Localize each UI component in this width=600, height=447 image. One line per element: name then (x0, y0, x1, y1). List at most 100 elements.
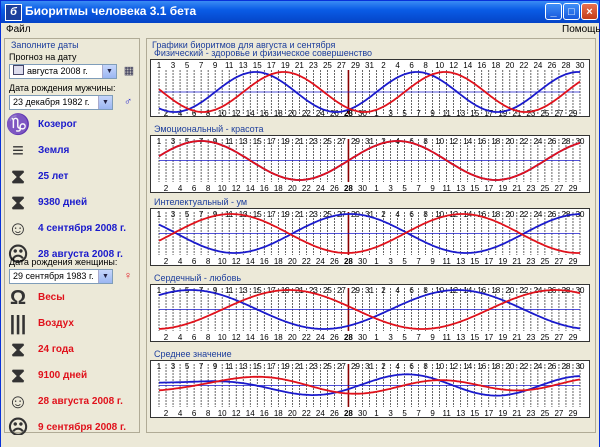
hourglass-icon: ⧗ (10, 365, 26, 387)
chart-title: Сердечный - любовь (154, 273, 242, 283)
tick-label: 24 (533, 210, 542, 219)
info-row: Ω Весы (6, 286, 134, 312)
tick-label: 10 (435, 286, 444, 295)
tick-label: 18 (491, 137, 500, 146)
tick-label: 12 (232, 409, 241, 418)
male-curve (158, 213, 581, 254)
tick-label: 27 (554, 409, 563, 418)
tick-label: 4 (178, 333, 183, 342)
tick-label: 27 (337, 137, 346, 146)
tick-label: 2 (164, 184, 169, 193)
info-row: ☺ 28 августа 2008 г. (6, 390, 134, 416)
tick-label: 9 (430, 184, 435, 193)
male-symbol-icon: ♂ (123, 96, 133, 108)
tick-label: 15 (470, 257, 479, 266)
tick-label: 6 (409, 286, 414, 295)
app-icon: б (5, 4, 22, 21)
woman-birth-combo[interactable]: 29 сентября 1983 г. ▼ (9, 269, 113, 284)
info-text: 9100 дней (38, 370, 88, 381)
title-bar[interactable]: б Биоритмы человека 3.1 бета _ □ × (1, 1, 599, 23)
smile-icon: ☺ (7, 218, 29, 240)
tick-label: 30 (576, 61, 585, 70)
close-button[interactable]: × (581, 3, 598, 20)
woman-birth-value: 29 сентября 1983 г. (13, 271, 94, 281)
info-row: ≡ Земля (6, 139, 134, 165)
tick-label: 29 (569, 184, 578, 193)
tick-label: 17 (267, 61, 276, 70)
tick-label: 16 (477, 210, 486, 219)
forecast-date-value: августа 2008 г. (27, 66, 88, 76)
tick-label: 15 (470, 333, 479, 342)
tick-label: 7 (416, 184, 421, 193)
tick-label: 1 (374, 257, 379, 266)
tick-label: 7 (416, 109, 421, 117)
tick-label: 21 (295, 362, 304, 371)
man-birth-combo[interactable]: 23 декабря 1982 г. ▼ (9, 95, 113, 110)
calendar-button-icon[interactable]: ▦ (123, 65, 135, 77)
tick-label: 16 (260, 409, 269, 418)
tick-label: 4 (178, 409, 183, 418)
tick-label: 1 (374, 184, 379, 193)
tick-label: 8 (206, 257, 211, 266)
tick-label: 4 (395, 362, 400, 371)
tick-label: 13 (456, 109, 465, 117)
tick-label: 10 (218, 109, 227, 117)
tick-label: 30 (358, 109, 367, 117)
tick-label: 19 (281, 210, 290, 219)
tick-label: 8 (206, 184, 211, 193)
tick-label: 13 (239, 137, 248, 146)
maximize-button[interactable]: □ (563, 3, 580, 20)
menu-help[interactable]: Помощь (562, 24, 600, 35)
woman-birth-label: Дата рождения женщины: (9, 257, 118, 267)
tick-label: 28 (344, 333, 353, 342)
tick-label: 18 (274, 184, 283, 193)
tick-label: 9 (213, 286, 218, 295)
chart-svg: 1234567891011121314151617181920212223242… (150, 284, 590, 342)
tick-label: 7 (199, 210, 204, 219)
info-row: ⧗ 9100 дней (6, 364, 134, 390)
tick-label: 6 (192, 333, 197, 342)
chevron-down-icon[interactable]: ▼ (102, 65, 116, 78)
tick-label: 2 (381, 61, 386, 70)
chevron-down-icon[interactable]: ▼ (98, 96, 112, 109)
tick-label: 31 (365, 362, 374, 371)
tick-label: 22 (519, 61, 528, 70)
tick-label: 23 (309, 362, 318, 371)
tick-label: 16 (477, 61, 486, 70)
tick-label: 11 (225, 362, 234, 371)
tick-label: 10 (435, 210, 444, 219)
tick-label: 11 (225, 286, 234, 295)
tick-label: 14 (463, 362, 472, 371)
tick-label: 30 (576, 286, 585, 295)
tick-label: 13 (456, 409, 465, 418)
tick-label: 7 (416, 257, 421, 266)
tick-label: 8 (423, 362, 428, 371)
tick-label: 12 (232, 184, 241, 193)
right-panel (146, 38, 596, 433)
tick-label: 20 (505, 362, 514, 371)
chevron-down-icon[interactable]: ▼ (98, 270, 112, 283)
tick-label: 6 (409, 61, 414, 70)
male-curve (159, 373, 581, 397)
tick-label: 14 (463, 61, 472, 70)
hourglass-icon: ⧗ (10, 192, 26, 214)
tick-label: 2 (164, 409, 169, 418)
tick-label: 31 (365, 286, 374, 295)
forecast-label: Прогноз на дату (9, 52, 77, 62)
menu-file[interactable]: Файл (6, 24, 31, 35)
tick-label: 4 (178, 184, 183, 193)
tick-label: 20 (505, 61, 514, 70)
tick-label: 19 (498, 184, 507, 193)
tick-label: 23 (526, 257, 535, 266)
forecast-date-combo[interactable]: августа 2008 г. ▼ (9, 64, 117, 79)
tick-label: 22 (519, 286, 528, 295)
tick-label: 1 (157, 61, 162, 70)
tick-label: 2 (164, 333, 169, 342)
tick-label: 3 (388, 109, 393, 117)
minimize-button[interactable]: _ (545, 3, 562, 20)
tick-label: 2 (381, 210, 386, 219)
tick-label: 2 (381, 286, 386, 295)
charts-group-label: Графики биоритмов для августа и сентября (151, 40, 337, 50)
tick-label: 3 (171, 286, 176, 295)
